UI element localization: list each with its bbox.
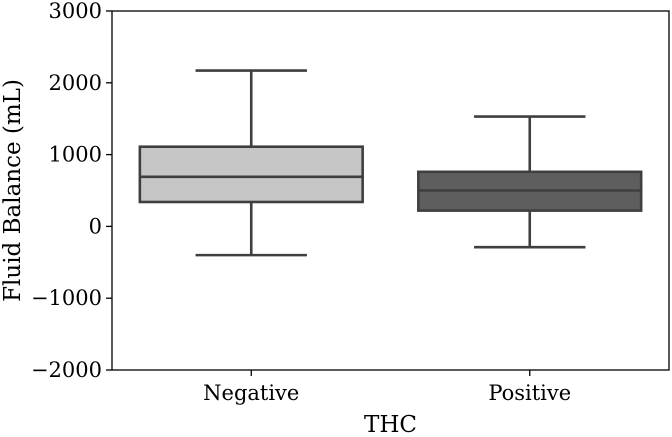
- x-axis-label: THC: [364, 412, 417, 437]
- x-tick-label: Negative: [203, 381, 299, 405]
- y-tick-label: 1000: [49, 143, 102, 167]
- box-positive: [417, 115, 643, 249]
- boxes-layer: [138, 69, 643, 257]
- y-tick-label: 0: [89, 214, 102, 238]
- iqr-box: [138, 145, 364, 204]
- x-axis-ticks: Negative Positive: [203, 370, 571, 405]
- x-tick-label: Positive: [488, 381, 571, 405]
- y-tick-label: 2000: [49, 71, 102, 95]
- y-axis-ticks: −2000 −1000 0 1000 2000 3000: [31, 0, 112, 382]
- y-axis-label: Fluid Balance (mL): [0, 79, 26, 302]
- box-negative: [138, 69, 364, 257]
- y-tick-label: −1000: [31, 286, 102, 310]
- plot-frame: [111, 10, 670, 371]
- y-tick-label: −2000: [31, 358, 102, 382]
- y-tick-label: 3000: [49, 0, 102, 23]
